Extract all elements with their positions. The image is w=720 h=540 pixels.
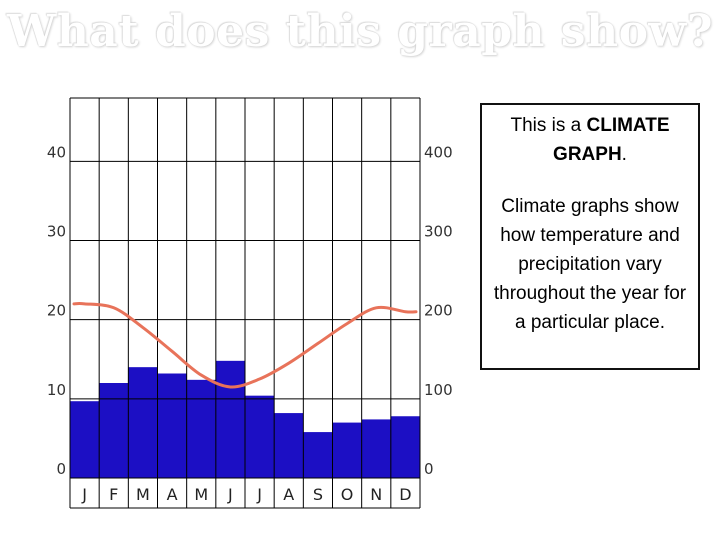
right-axis-tick-label: 400	[424, 143, 453, 161]
precipitation-bar	[361, 419, 391, 478]
precipitation-bar	[157, 373, 187, 478]
month-label: M	[136, 485, 150, 504]
right-axis-tick-label: 0	[424, 460, 434, 478]
month-label: D	[399, 485, 411, 504]
chart-grid	[69, 97, 421, 509]
precipitation-bar	[303, 432, 333, 478]
info-line1-suffix: .	[621, 144, 627, 165]
left-axis-tick-label: 30	[47, 223, 66, 241]
month-label: A	[283, 485, 294, 504]
slide-title: What does this graph show?	[6, 6, 714, 57]
precipitation-bars	[70, 360, 420, 478]
left-axis-tick-label: 10	[47, 381, 66, 399]
precipitation-bar	[215, 360, 245, 478]
precipitation-bar	[274, 413, 304, 478]
info-box-paragraph2: Climate graphs show how temperature and …	[493, 196, 687, 333]
precipitation-bar	[390, 416, 420, 478]
left-axis-tick-label: 40	[47, 143, 66, 161]
info-line1-bold: CLIMATE GRAPH	[553, 115, 670, 165]
month-label: A	[167, 485, 178, 504]
month-label: J	[227, 485, 233, 504]
info-box-line1: This is a CLIMATE GRAPH.	[490, 111, 690, 169]
precipitation-bar	[186, 379, 216, 478]
month-label: N	[370, 485, 382, 504]
month-label: S	[313, 485, 323, 504]
precipitation-bar	[332, 422, 362, 478]
right-axis-tick-label: 100	[424, 381, 453, 399]
temperature-line	[72, 302, 418, 389]
left-axis-ticks: 0 10 20 30 40	[47, 143, 66, 478]
info-line1-prefix: This is a	[510, 115, 587, 136]
precipitation-bar	[70, 401, 100, 478]
month-label: M	[194, 485, 208, 504]
temperature-line-group	[72, 302, 418, 389]
left-axis-tick-label: 0	[56, 460, 66, 478]
precipitation-bar	[99, 383, 129, 478]
left-axis-tick-label: 20	[47, 302, 66, 320]
info-box: This is a CLIMATE GRAPH. Climate graphs …	[480, 103, 700, 370]
month-label: J	[256, 485, 262, 504]
right-axis-tick-label: 200	[424, 302, 453, 320]
precipitation-bar	[128, 367, 158, 478]
month-label: F	[109, 485, 118, 504]
month-label: O	[341, 485, 354, 504]
month-label: J	[81, 485, 87, 504]
right-axis-ticks: 0 100 200 300 400	[424, 143, 453, 478]
precipitation-bar	[245, 395, 275, 478]
right-axis-tick-label: 300	[424, 223, 453, 241]
